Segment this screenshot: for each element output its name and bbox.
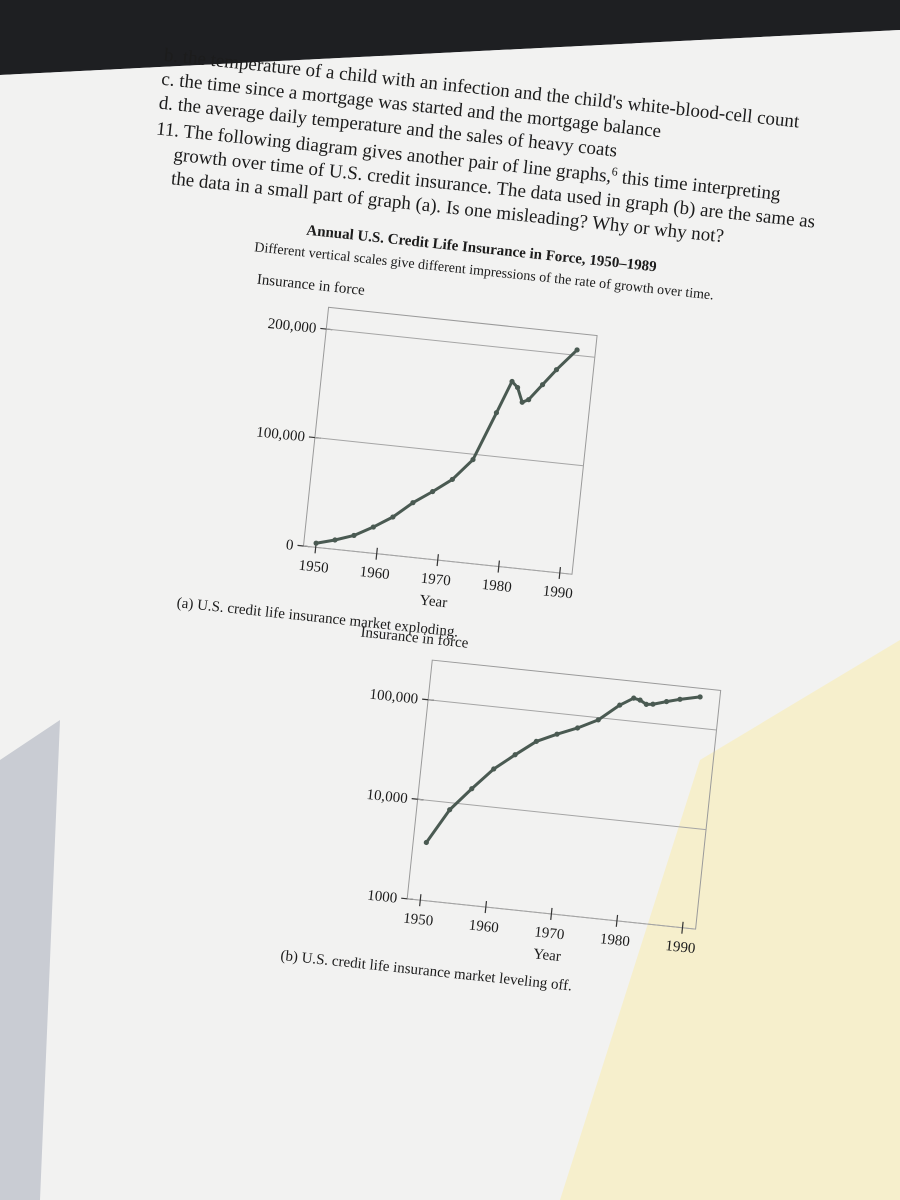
data-point — [574, 725, 581, 731]
x-axis-label: Year — [532, 946, 561, 965]
data-point — [539, 382, 546, 388]
x-tick — [558, 566, 562, 580]
data-point — [470, 457, 476, 463]
x-tick — [497, 560, 500, 573]
data-point — [447, 807, 453, 813]
data-point — [574, 347, 580, 353]
data-point — [410, 500, 416, 506]
data-point — [637, 697, 643, 703]
x-tick-label: 1970 — [534, 924, 566, 943]
x-tick-label: 1960 — [468, 917, 500, 936]
data-point — [677, 696, 683, 702]
data-point — [643, 701, 649, 707]
x-tick-label: 1950 — [298, 558, 330, 577]
x-tick-label: 1970 — [420, 571, 452, 590]
data-point — [509, 378, 515, 385]
x-tick-label: 1990 — [665, 938, 697, 957]
grid-line — [417, 798, 707, 831]
data-point — [514, 384, 521, 391]
x-tick — [484, 901, 488, 914]
x-tick — [615, 914, 619, 927]
data-point — [519, 399, 525, 405]
x-axis-label: Year — [419, 593, 448, 612]
x-tick-label: 1950 — [402, 911, 434, 930]
x-tick — [681, 921, 684, 934]
data-point — [526, 397, 532, 403]
data-point — [631, 695, 637, 701]
data-point — [313, 540, 319, 546]
data-point — [595, 717, 601, 723]
data-point — [663, 698, 670, 705]
x-tick — [550, 907, 553, 920]
data-point — [332, 537, 338, 543]
data-point — [423, 839, 429, 846]
data-point — [533, 738, 539, 745]
y-tick-label: 1000 — [366, 888, 398, 907]
y-tick-label: 100,000 — [369, 687, 419, 708]
data-point — [617, 702, 623, 708]
grid-line — [314, 437, 584, 467]
y-tick-label: 200,000 — [267, 316, 317, 337]
x-tick-label: 1990 — [542, 583, 574, 602]
x-tick-label: 1980 — [599, 931, 631, 950]
x-tick — [375, 547, 378, 560]
data-point — [351, 532, 357, 539]
footnote-mark: 6 — [611, 164, 618, 179]
data-point — [370, 524, 376, 530]
grid-line — [326, 328, 595, 358]
data-point — [512, 752, 518, 758]
x-tick — [436, 554, 439, 567]
data-point — [430, 488, 436, 495]
yellow-page — [560, 640, 900, 1200]
data-point — [491, 766, 497, 772]
x-tick-label: 1960 — [359, 564, 391, 583]
data-point — [449, 476, 455, 483]
data-point — [390, 514, 396, 520]
y-tick-label: 100,000 — [256, 424, 306, 445]
x-tick-label: 1980 — [481, 577, 513, 596]
data-point — [554, 731, 560, 737]
y-tick-label: 10,000 — [366, 787, 409, 807]
pen — [0, 0, 900, 75]
y-tick-label: 0 — [285, 537, 294, 554]
data-point — [493, 410, 500, 416]
shadow — [0, 720, 60, 1200]
x-tick — [419, 894, 422, 907]
grid-line — [428, 699, 717, 731]
data-point — [697, 694, 703, 700]
data-point — [553, 367, 560, 373]
data-point — [650, 701, 656, 707]
data-point — [469, 786, 475, 792]
